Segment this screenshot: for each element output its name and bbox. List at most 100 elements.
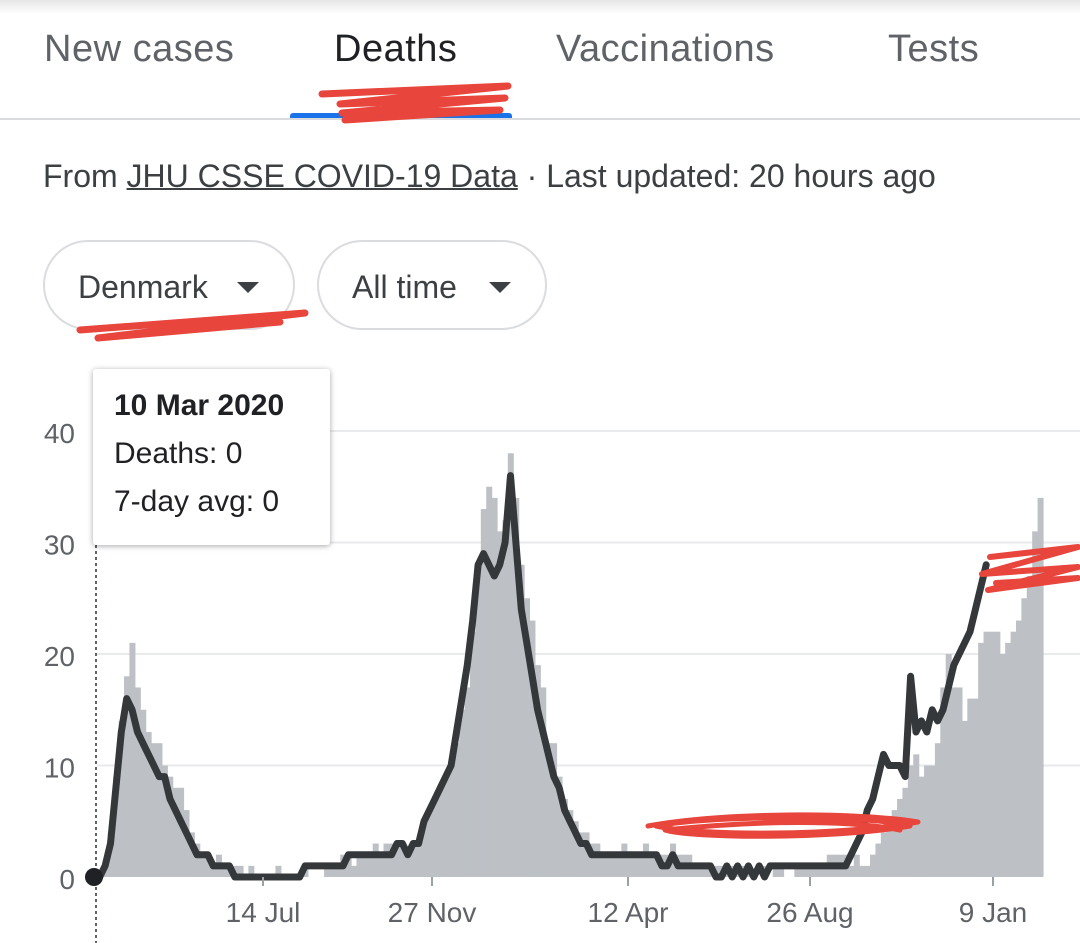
bar xyxy=(421,821,428,877)
bar xyxy=(891,810,898,877)
data-source-line: From JHU CSSE COVID-19 Data · Last updat… xyxy=(43,158,936,195)
bar xyxy=(956,687,963,877)
bar xyxy=(172,787,179,877)
bar xyxy=(205,854,212,877)
bar xyxy=(151,743,158,877)
bar xyxy=(821,865,828,877)
bar xyxy=(453,743,460,877)
y-tick-label: 30 xyxy=(44,530,75,561)
tooltip-avg: 7-day avg: 0 xyxy=(114,485,280,518)
bar xyxy=(237,865,244,877)
tab-tests[interactable]: Tests xyxy=(888,28,980,70)
bar xyxy=(772,865,779,877)
bar xyxy=(1026,575,1033,877)
bar xyxy=(945,654,952,877)
bar xyxy=(367,854,374,877)
bar xyxy=(605,854,612,877)
tab-vaccinations[interactable]: Vaccinations xyxy=(556,28,775,70)
time-range-dropdown[interactable]: All time xyxy=(317,240,547,330)
chart-hover-cursor xyxy=(85,545,103,943)
tooltip-date: 10 Mar 2020 xyxy=(114,389,285,422)
bar xyxy=(134,687,141,877)
bar xyxy=(324,865,331,877)
bar xyxy=(556,776,563,877)
bar xyxy=(275,865,282,877)
bar xyxy=(578,832,585,877)
bar xyxy=(1037,497,1044,877)
bar xyxy=(248,865,255,877)
bar xyxy=(615,854,622,877)
tab-new-cases[interactable]: New cases xyxy=(44,28,235,70)
bar xyxy=(632,854,639,877)
bar xyxy=(361,854,368,877)
bar xyxy=(345,854,352,877)
bar xyxy=(924,765,931,877)
bar xyxy=(140,709,147,877)
bar xyxy=(129,642,136,877)
caret-down-icon xyxy=(237,282,259,293)
bar xyxy=(459,709,466,877)
bar xyxy=(697,865,704,877)
bar xyxy=(561,798,568,877)
bar xyxy=(210,865,217,877)
tabs-divider xyxy=(0,118,1080,120)
bar xyxy=(967,698,974,877)
bar xyxy=(859,865,866,877)
bar xyxy=(983,631,990,877)
bar xyxy=(405,854,412,877)
bar xyxy=(1015,620,1022,877)
bar xyxy=(194,843,201,877)
bar xyxy=(415,843,422,877)
chart-tooltip: 10 Mar 2020 Deaths: 0 7-day avg: 0 xyxy=(93,369,330,545)
bar xyxy=(848,865,855,877)
bar xyxy=(551,743,558,877)
x-tick-label: 14 Jul xyxy=(226,897,301,928)
bar xyxy=(334,865,341,877)
bar xyxy=(567,810,574,877)
bar xyxy=(907,765,914,877)
bar xyxy=(940,687,947,877)
time-range-dropdown-label: All time xyxy=(352,269,457,305)
bar xyxy=(469,631,476,877)
bar xyxy=(934,743,941,877)
bar xyxy=(999,654,1006,877)
bar xyxy=(648,854,655,877)
bar xyxy=(545,743,552,877)
bar xyxy=(448,765,455,877)
bar xyxy=(702,865,709,877)
tab-bar: New cases Deaths Vaccinations Tests xyxy=(0,0,1080,120)
bar xyxy=(529,620,536,877)
bar xyxy=(994,631,1001,877)
bar xyxy=(653,854,660,877)
bar xyxy=(199,854,206,877)
y-tick-label: 40 xyxy=(44,418,75,449)
x-tick-label: 9 Jan xyxy=(959,897,1028,928)
tab-deaths[interactable]: Deaths xyxy=(334,28,458,70)
bar xyxy=(583,832,590,877)
bar xyxy=(221,865,228,877)
bar xyxy=(778,865,785,877)
bar xyxy=(388,843,395,877)
top-shadow xyxy=(0,0,1080,14)
source-link[interactable]: JHU CSSE COVID-19 Data xyxy=(126,158,518,194)
bar xyxy=(378,854,385,877)
bar xyxy=(356,854,363,877)
bar xyxy=(1005,642,1012,877)
bar xyxy=(464,687,471,877)
bar xyxy=(599,854,606,877)
y-tick-label: 10 xyxy=(44,753,75,784)
bar xyxy=(491,497,498,877)
bar xyxy=(810,865,817,877)
bar xyxy=(383,843,390,877)
bar xyxy=(621,843,628,877)
bar xyxy=(167,776,174,877)
bar xyxy=(864,865,871,877)
bar xyxy=(410,843,417,877)
bar xyxy=(853,854,860,877)
country-dropdown-label: Denmark xyxy=(78,269,208,305)
bar xyxy=(145,732,152,877)
bar xyxy=(372,843,379,877)
bar xyxy=(524,598,531,877)
bar xyxy=(507,453,514,877)
bar xyxy=(156,743,163,877)
